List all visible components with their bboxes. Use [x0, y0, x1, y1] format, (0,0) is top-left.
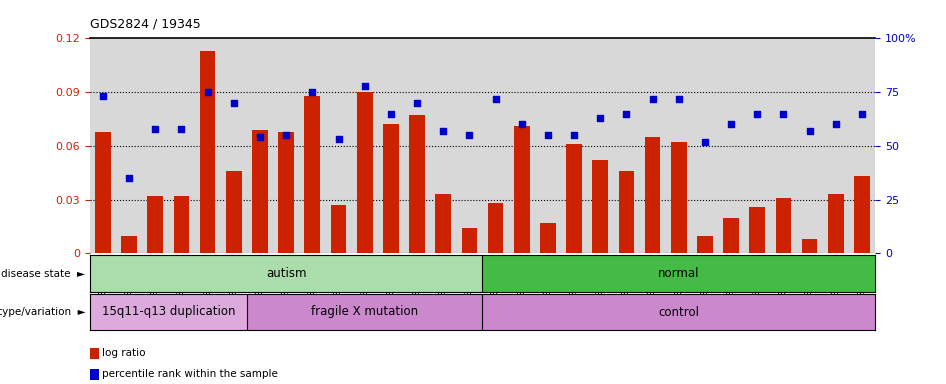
Point [619, 111, 634, 117]
Point [462, 132, 477, 138]
Bar [619, 171, 634, 253]
Text: genotype/variation  ►: genotype/variation ► [0, 307, 85, 317]
Text: normal: normal [658, 267, 699, 280]
Point [331, 136, 346, 142]
Point [435, 128, 451, 134]
Bar [278, 132, 294, 253]
Bar [200, 51, 216, 253]
Point [279, 132, 294, 138]
Bar [357, 92, 373, 253]
Text: control: control [658, 306, 699, 318]
Point [645, 96, 660, 102]
Point [253, 134, 268, 141]
Bar [514, 126, 530, 253]
Point [488, 96, 503, 102]
Point [226, 100, 241, 106]
Bar [253, 130, 268, 253]
Bar [482, 294, 875, 330]
Bar [331, 205, 346, 253]
Text: 15q11-q13 duplication: 15q11-q13 duplication [101, 306, 236, 318]
Bar [90, 255, 482, 292]
Point [410, 100, 425, 106]
Text: GDS2824 / 19345: GDS2824 / 19345 [90, 18, 201, 31]
Point [854, 111, 869, 117]
Point [121, 175, 137, 181]
Bar [96, 132, 111, 253]
Bar [697, 235, 712, 253]
Bar [226, 171, 241, 253]
Bar [462, 228, 477, 253]
Point [592, 115, 607, 121]
Text: fragile X mutation: fragile X mutation [311, 306, 418, 318]
Bar [435, 194, 451, 253]
Point [515, 121, 530, 127]
Bar [776, 198, 791, 253]
Point [672, 96, 687, 102]
Text: percentile rank within the sample: percentile rank within the sample [102, 369, 278, 379]
Bar [383, 124, 398, 253]
Point [358, 83, 373, 89]
Bar [305, 96, 320, 253]
Bar [90, 294, 247, 330]
Point [724, 121, 739, 127]
Bar [174, 196, 189, 253]
Point [305, 89, 320, 95]
Point [96, 93, 111, 99]
Point [540, 132, 555, 138]
Point [174, 126, 189, 132]
Bar [724, 218, 739, 253]
Bar [828, 194, 844, 253]
Bar [802, 239, 817, 253]
Point [201, 89, 216, 95]
Bar [482, 255, 875, 292]
Point [776, 111, 791, 117]
Bar [148, 196, 163, 253]
Point [829, 121, 844, 127]
Text: log ratio: log ratio [102, 348, 146, 358]
Point [148, 126, 163, 132]
Bar [410, 116, 425, 253]
Text: autism: autism [266, 267, 307, 280]
Bar [854, 176, 869, 253]
Point [697, 139, 712, 145]
Point [383, 111, 398, 117]
Point [567, 132, 582, 138]
Bar [645, 137, 660, 253]
Text: disease state  ►: disease state ► [1, 268, 85, 279]
Bar [488, 203, 503, 253]
Bar [247, 294, 482, 330]
Bar [121, 235, 137, 253]
Bar [540, 223, 555, 253]
Point [749, 111, 764, 117]
Bar [671, 142, 687, 253]
Bar [567, 144, 582, 253]
Point [802, 128, 817, 134]
Bar [592, 160, 608, 253]
Bar [749, 207, 765, 253]
